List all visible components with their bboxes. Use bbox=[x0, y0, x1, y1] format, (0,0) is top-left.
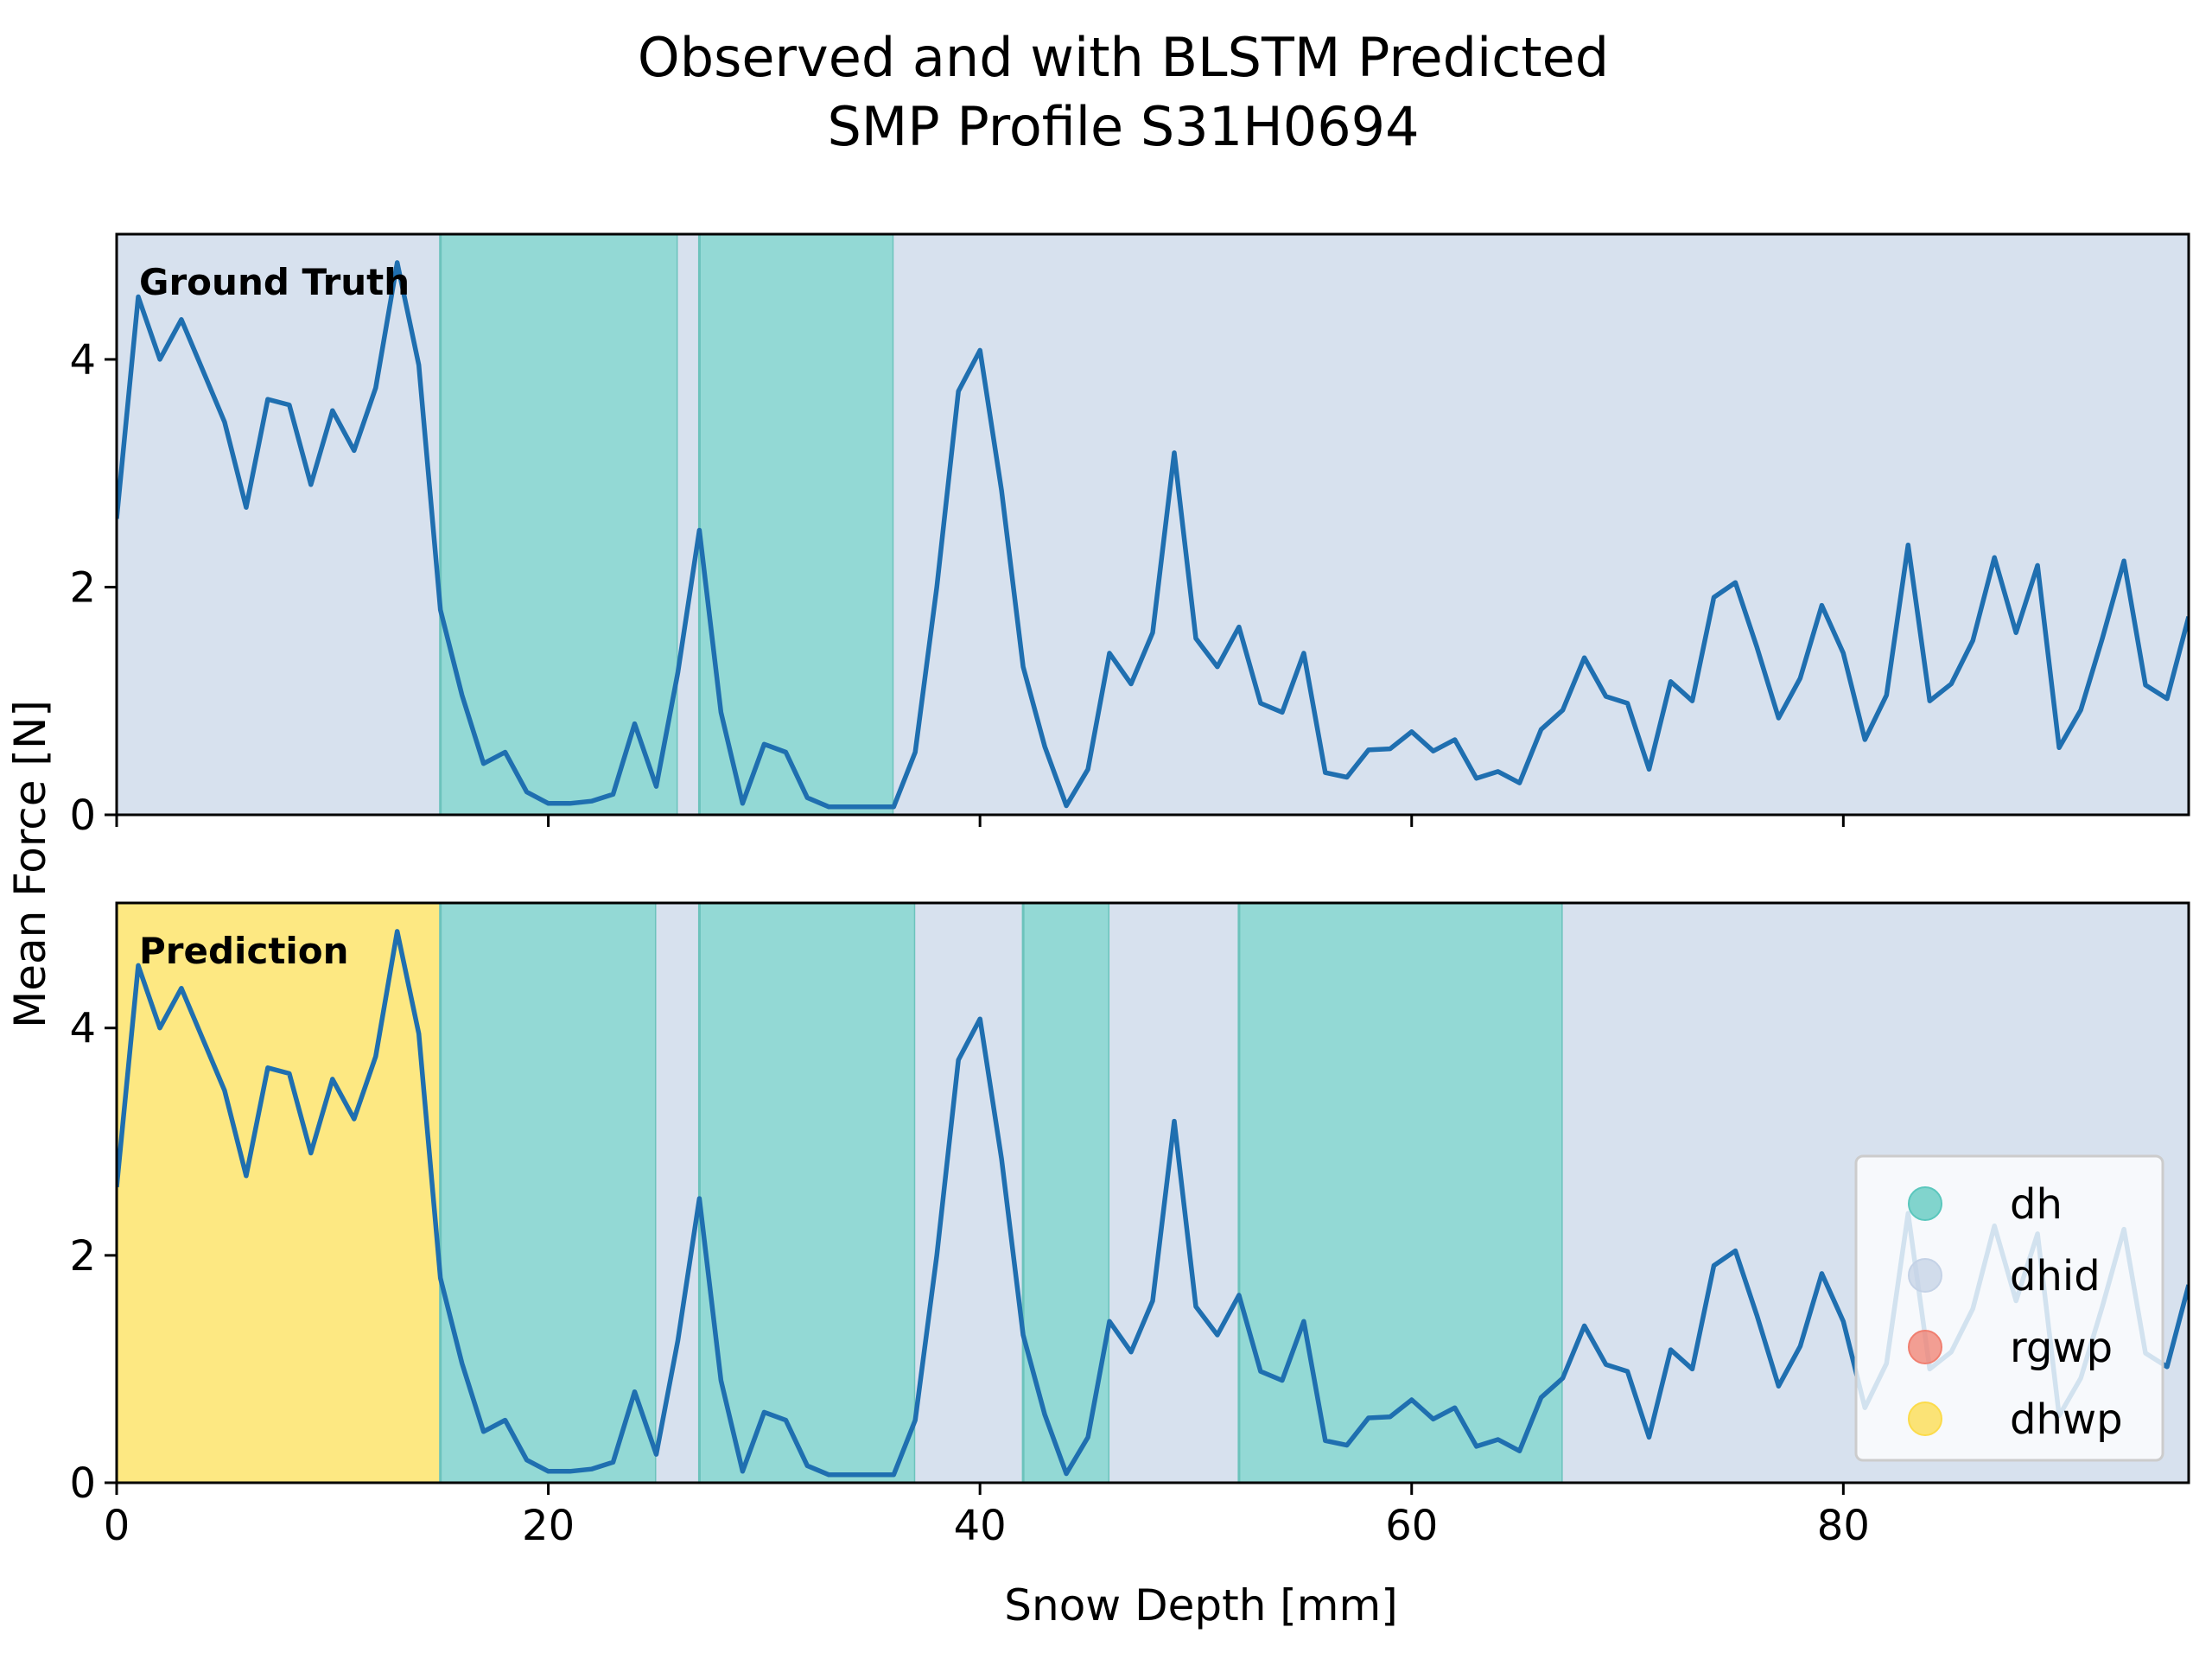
y-tick-label: 2 bbox=[69, 563, 96, 612]
chart-title-line: SMP Profile S31H0694 bbox=[827, 95, 1419, 158]
legend-marker-dhwp bbox=[1908, 1402, 1942, 1436]
segment-dhid bbox=[656, 903, 700, 1483]
legend: dh dhid rgwp dhwp bbox=[1854, 1154, 2164, 1462]
panel-label: Prediction bbox=[139, 930, 349, 972]
x-tick-label: 40 bbox=[954, 1502, 1007, 1550]
x-axis-label: Snow Depth [mm] bbox=[1004, 1580, 1397, 1630]
class-segments bbox=[117, 234, 2189, 815]
x-tick-label: 80 bbox=[1817, 1502, 1870, 1550]
segment-dh bbox=[439, 234, 679, 815]
segment-dhid bbox=[677, 234, 700, 815]
y-tick-label: 4 bbox=[69, 336, 96, 385]
x-tick-label: 0 bbox=[104, 1502, 130, 1550]
panel-frame bbox=[115, 901, 2190, 1484]
y-tick-label: 4 bbox=[69, 1005, 96, 1053]
segment-dh bbox=[697, 903, 917, 1483]
segment-dhwp bbox=[117, 903, 441, 1483]
mean-force-line bbox=[117, 260, 2189, 810]
y-axis-label: Mean Force [N] bbox=[5, 700, 55, 1028]
segment-dh bbox=[1237, 903, 1565, 1483]
legend-label-dhid: dhid bbox=[2010, 1252, 2101, 1300]
legend-box bbox=[1854, 1154, 2164, 1462]
legend-label-dh: dh bbox=[2010, 1180, 2063, 1229]
segment-dh bbox=[439, 903, 658, 1483]
x-tick-label: 60 bbox=[1385, 1502, 1438, 1550]
chart-title-line: Observed and with BLSTM Predicted bbox=[638, 26, 1609, 89]
panel-ground-truth: 0 2 4 Ground Truth bbox=[69, 232, 2190, 840]
legend-marker-dh bbox=[1908, 1186, 1942, 1221]
panel-frame bbox=[115, 232, 2190, 817]
segment-dhid bbox=[1109, 903, 1239, 1483]
y-tick-label: 2 bbox=[69, 1232, 96, 1281]
segment-dhid bbox=[893, 234, 2189, 815]
panel-label: Ground Truth bbox=[139, 261, 410, 303]
legend-marker-rgwp bbox=[1908, 1330, 1942, 1364]
y-tick-label: 0 bbox=[69, 1459, 96, 1508]
segment-dhid bbox=[117, 234, 441, 815]
segment-dh bbox=[697, 234, 895, 815]
chart-title: Observed and with BLSTM Predicted SMP Pro… bbox=[638, 26, 1609, 158]
mean-force-line bbox=[117, 929, 2189, 1478]
y-tick-label: 0 bbox=[69, 791, 96, 840]
x-tick-label: 20 bbox=[522, 1502, 575, 1550]
legend-marker-dhid bbox=[1908, 1258, 1942, 1293]
legend-label-rgwp: rgwp bbox=[2010, 1324, 2113, 1372]
legend-label-dhwp: dhwp bbox=[2010, 1395, 2123, 1444]
